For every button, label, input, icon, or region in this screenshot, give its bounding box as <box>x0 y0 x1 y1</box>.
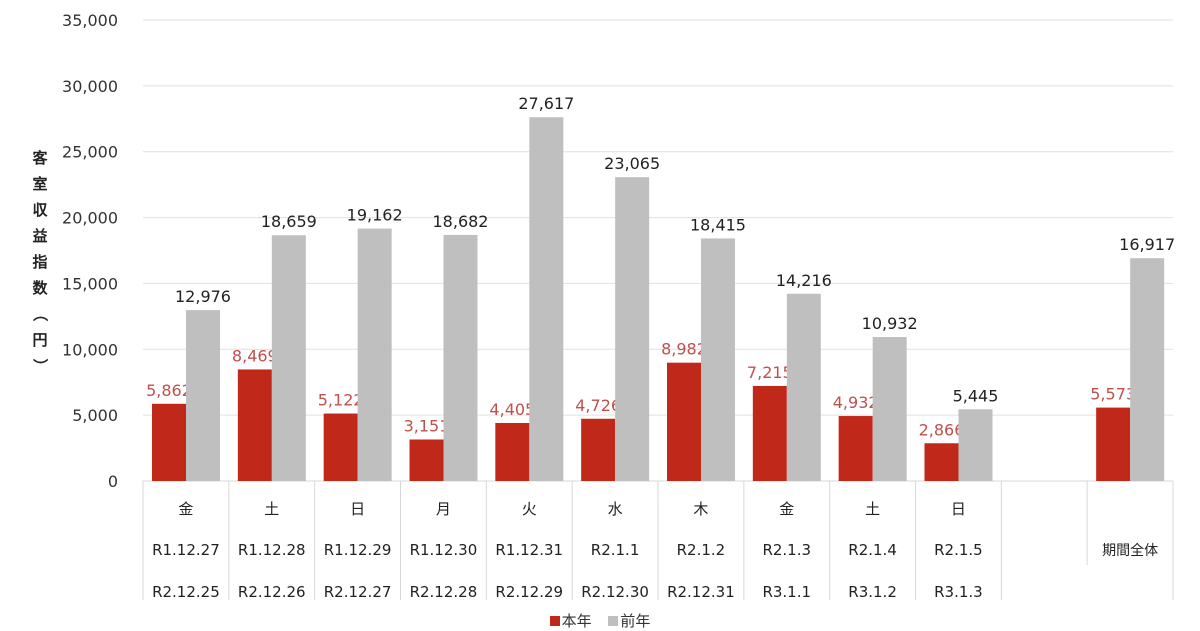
bar-current-year <box>495 422 530 481</box>
category-day-label: 火 <box>522 500 537 518</box>
category-day-label: 土 <box>865 500 880 518</box>
category-previous-date: R2.12.25 <box>152 583 220 601</box>
bar-current-year <box>152 403 186 481</box>
y-tick-label: 35,000 <box>62 11 118 30</box>
bar-current-year <box>237 369 272 481</box>
category-label-summary: 期間全体 <box>1102 542 1158 559</box>
category-current-date: R1.12.30 <box>410 541 478 559</box>
bar-current-year <box>581 418 616 481</box>
data-label-previous-year: 14,216 <box>776 271 832 290</box>
bar-previous-year <box>271 235 306 481</box>
bar-current-year <box>667 362 701 481</box>
y-tick-label: 20,000 <box>62 209 118 228</box>
data-label-current-year: 4,405 <box>489 400 535 419</box>
y-tick-label: 15,000 <box>62 274 118 293</box>
category-current-date: R1.12.28 <box>238 541 306 559</box>
y-tick-label: 25,000 <box>62 143 118 162</box>
legend-swatch-current <box>549 616 560 626</box>
y-tick-label: 0 <box>108 472 118 491</box>
data-label-current-year: 2,866 <box>919 420 965 439</box>
legend: 本年 前年 <box>0 610 1200 631</box>
category-current-date: R2.1.4 <box>848 541 897 559</box>
bar-current-year <box>752 385 787 481</box>
bar-previous-year <box>357 228 392 481</box>
category-day-label: 水 <box>608 500 623 518</box>
data-label-current-year: 7,215 <box>747 363 793 382</box>
legend-label-previous: 前年 <box>620 612 651 630</box>
data-label-previous-year: 18,682 <box>433 212 489 231</box>
data-label-previous-year: 5,445 <box>953 386 999 405</box>
data-label-current-year: 5,573 <box>1090 385 1136 404</box>
y-tick-label: 5,000 <box>72 406 118 425</box>
category-day-label: 木 <box>693 500 708 518</box>
bar-previous-year <box>186 310 220 481</box>
y-tick-label: 30,000 <box>62 77 118 96</box>
data-label-previous-year: 10,932 <box>862 314 918 333</box>
data-label-current-year: 8,982 <box>661 340 707 359</box>
category-previous-date: R3.1.2 <box>848 583 897 601</box>
category-current-date: R2.1.3 <box>762 541 811 559</box>
bar-previous-year <box>1130 258 1165 481</box>
data-label-current-year: 4,726 <box>575 396 621 415</box>
bar-current-year <box>1096 407 1131 481</box>
data-label-current-year: 4,932 <box>833 393 879 412</box>
category-day-label: 金 <box>178 500 193 518</box>
data-label-previous-year: 23,065 <box>604 154 660 173</box>
data-label-current-year: 5,122 <box>318 391 364 410</box>
category-day-label: 日 <box>951 500 966 518</box>
bar-current-year <box>838 416 873 481</box>
category-current-date: R2.1.1 <box>591 541 640 559</box>
category-previous-date: R3.1.3 <box>934 583 983 601</box>
category-previous-date: R2.12.30 <box>581 583 649 601</box>
y-tick-label: 10,000 <box>62 340 118 359</box>
data-label-current-year: 5,862 <box>146 381 192 400</box>
bar-previous-year <box>958 409 993 481</box>
bar-previous-year <box>529 117 564 481</box>
y-axis-title: 客室収益指数（円） <box>31 149 49 374</box>
category-day-label: 土 <box>264 500 279 518</box>
category-current-date: R2.1.5 <box>934 541 983 559</box>
category-current-date: R1.12.27 <box>152 541 220 559</box>
legend-label-current: 本年 <box>561 612 592 630</box>
legend-item-previous: 前年 <box>608 612 650 630</box>
category-previous-date: R2.12.31 <box>667 583 735 601</box>
bar-current-year <box>409 439 444 481</box>
bar-current-year <box>924 443 959 481</box>
data-label-previous-year: 27,617 <box>518 94 574 113</box>
category-current-date: R1.12.31 <box>495 541 563 559</box>
category-day-label: 金 <box>779 500 794 518</box>
data-label-previous-year: 16,917 <box>1119 235 1175 254</box>
data-label-current-year: 8,469 <box>232 346 278 365</box>
bar-previous-year <box>615 177 650 482</box>
data-label-previous-year: 18,415 <box>690 215 746 234</box>
bar-current-year <box>323 413 358 481</box>
category-day-label: 日 <box>350 500 365 518</box>
legend-item-current: 本年 <box>549 612 592 630</box>
data-label-previous-year: 18,659 <box>261 212 317 231</box>
data-label-previous-year: 12,976 <box>175 287 231 306</box>
category-previous-date: R2.12.26 <box>238 583 306 601</box>
category-day-label: 月 <box>436 500 451 518</box>
bar-previous-year <box>872 337 907 481</box>
bar-previous-year <box>443 234 478 481</box>
category-previous-date: R3.1.1 <box>762 583 811 601</box>
bar-previous-year <box>786 293 821 481</box>
category-current-date: R2.1.2 <box>677 541 726 559</box>
category-previous-date: R2.12.29 <box>495 583 563 601</box>
category-current-date: R1.12.29 <box>324 541 392 559</box>
data-label-previous-year: 19,162 <box>347 206 403 225</box>
category-previous-date: R2.12.27 <box>324 583 392 601</box>
data-label-current-year: 3,151 <box>404 416 450 435</box>
legend-swatch-previous <box>608 616 619 626</box>
category-previous-date: R2.12.28 <box>410 583 478 601</box>
bar-previous-year <box>701 238 735 481</box>
